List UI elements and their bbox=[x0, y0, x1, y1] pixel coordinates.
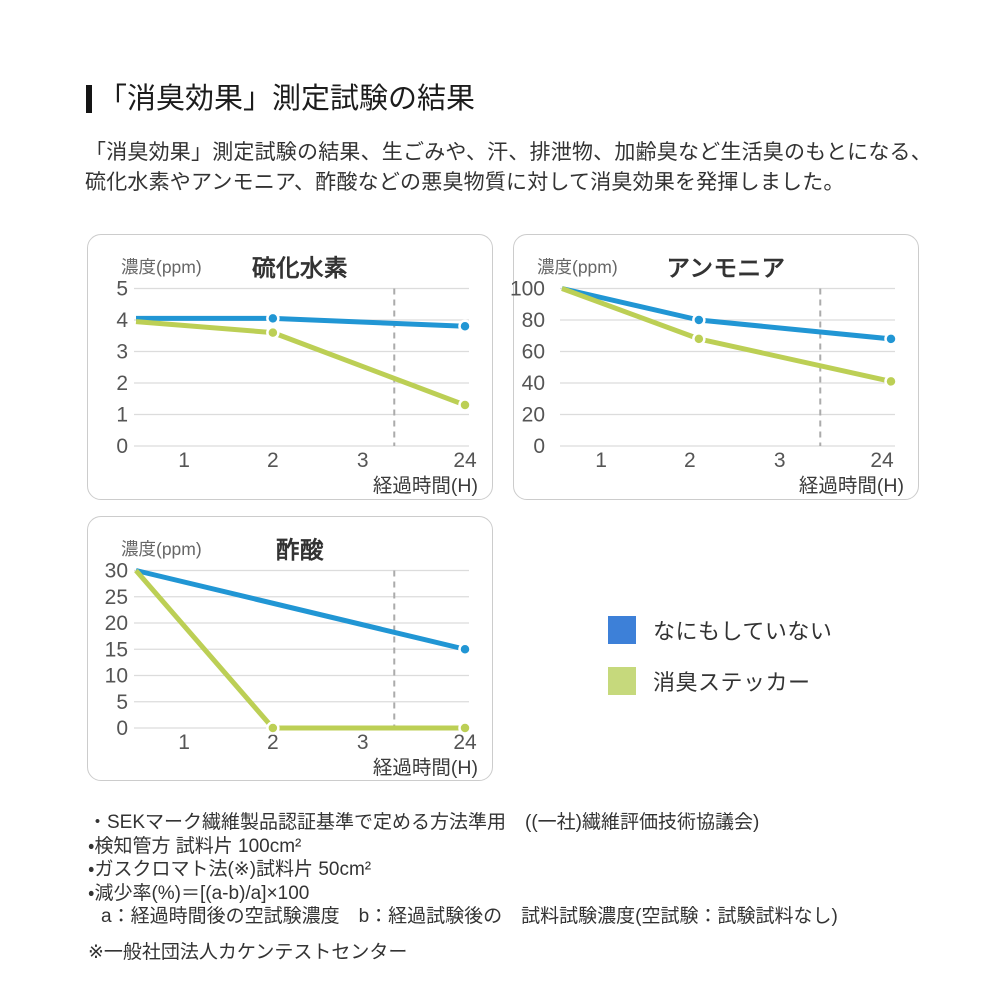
series-line-untreated bbox=[135, 568, 466, 652]
y-axis-unit-label: 濃度(ppm) bbox=[121, 257, 202, 277]
x-tick-label-1: 1 bbox=[595, 449, 607, 472]
chart-card-hydrogen-sulfide: 濃度(ppm) 硫化水素 0 1 2 3 4 5 1 2 3 24 経過時間(H) bbox=[87, 234, 493, 500]
legend-item-untreated: なにもしていない bbox=[608, 616, 832, 644]
series-line-sticker bbox=[135, 319, 466, 408]
data-point-untreated-24h bbox=[458, 642, 472, 656]
lead-line-2: 硫化水素やアンモニア、酢酸などの悪臭物質に対して消臭効果を発揮しました。 bbox=[85, 170, 845, 194]
line-chart-acetic-acid: 0 5 10 15 20 25 30 1 2 3 24 bbox=[105, 560, 477, 755]
test-center-note: ※一般社団法人カケンテストセンター bbox=[88, 942, 408, 963]
x-tick-label-1: 1 bbox=[178, 731, 190, 754]
line-chart-ammonia: 0 20 40 60 80 100 1 2 3 24 bbox=[510, 278, 898, 472]
y-tick-label-2: 2 bbox=[116, 372, 128, 395]
footnotes: ・SEKマーク繊維製品認証基準で定める方法準用 ((一社)繊維評価技術協議会) … bbox=[88, 811, 838, 929]
x-tick-label-3: 3 bbox=[357, 449, 369, 472]
x-tick-label-1: 1 bbox=[178, 449, 190, 472]
x-tick-label-24: 24 bbox=[453, 731, 477, 754]
y-tick-label-40: 40 bbox=[522, 372, 545, 395]
data-point-sticker-2h bbox=[266, 325, 280, 340]
y-tick-label-3: 3 bbox=[116, 341, 128, 364]
legend-label-untreated: なにもしていない bbox=[653, 619, 833, 644]
title-accent-bar bbox=[86, 85, 92, 113]
x-tick-label-24: 24 bbox=[870, 449, 894, 472]
series-line-untreated bbox=[561, 286, 892, 342]
y-tick-label-20: 20 bbox=[105, 612, 128, 635]
data-point-sticker-24h bbox=[458, 721, 472, 735]
y-tick-label-60: 60 bbox=[522, 341, 545, 364]
y-axis-unit-label: 濃度(ppm) bbox=[537, 257, 618, 277]
x-tick-label-2: 2 bbox=[684, 449, 696, 472]
legend-swatch-blue bbox=[608, 616, 636, 644]
lead-line-1: 「消臭効果」測定試験の結果、生ごみや、汗、排泄物、加齢臭など生活臭のもとになる、 bbox=[85, 141, 932, 164]
line-chart-hydrogen-sulfide: 0 1 2 3 4 5 1 2 3 24 bbox=[116, 278, 477, 473]
data-point-sticker-24h bbox=[884, 374, 898, 389]
y-tick-label-0: 0 bbox=[116, 717, 128, 740]
chart-title-acetic-acid: 酢酸 bbox=[276, 537, 324, 563]
y-tick-label-0: 0 bbox=[533, 435, 545, 458]
data-point-sticker-24h bbox=[458, 398, 472, 412]
y-tick-label-15: 15 bbox=[105, 638, 128, 661]
y-axis-unit-label: 濃度(ppm) bbox=[121, 539, 202, 559]
data-point-untreated-24h bbox=[458, 319, 472, 334]
y-tick-label-80: 80 bbox=[522, 309, 545, 332]
x-axis-label: 経過時間(H) bbox=[372, 757, 478, 779]
y-tick-label-10: 10 bbox=[105, 665, 128, 688]
y-tick-label-4: 4 bbox=[116, 309, 128, 332]
footnote-reduction-rate: ・減少率(%)＝[(a-b)/a]×100 bbox=[88, 882, 310, 904]
x-tick-label-3: 3 bbox=[774, 449, 786, 472]
y-tick-label-0: 0 bbox=[116, 435, 128, 458]
x-tick-label-2: 2 bbox=[267, 731, 279, 754]
y-tick-label-20: 20 bbox=[522, 404, 545, 427]
y-tick-label-25: 25 bbox=[105, 586, 128, 609]
y-tick-label-5: 5 bbox=[116, 278, 128, 301]
data-point-sticker-2h bbox=[266, 721, 280, 735]
x-axis-label: 経過時間(H) bbox=[372, 475, 478, 497]
x-tick-label-2: 2 bbox=[267, 449, 279, 472]
lead-paragraph: 「消臭効果」測定試験の結果、生ごみや、汗、排泄物、加齢臭など生活臭のもとになる、… bbox=[85, 138, 932, 197]
chart-card-acetic-acid: 濃度(ppm) 酢酸 0 5 10 15 20 25 30 1 2 3 24 経過時間(H) bbox=[87, 516, 493, 781]
legend-item-sticker: 消臭ステッカー bbox=[608, 667, 832, 695]
y-tick-label-30: 30 bbox=[105, 560, 128, 583]
footnote-variable-definitions: a：経過時間後の空試験濃度 b：経過試験後の 試料試験濃度(空試験：試験試料なし… bbox=[101, 906, 838, 927]
chart-title-hydrogen-sulfide: 硫化水素 bbox=[252, 255, 348, 281]
footnote-gas-chromatography: ・ガスクロマト法(※)試料片 50cm² bbox=[88, 859, 372, 880]
chart-card-ammonia: 濃度(ppm) アンモニア 0 20 40 60 80 100 1 2 3 24 経過時間(H) bbox=[510, 234, 919, 500]
legend-label-sticker: 消臭ステッカー bbox=[653, 670, 811, 695]
chart-title-ammonia: アンモニア bbox=[666, 255, 786, 281]
data-point-untreated-2h bbox=[692, 313, 706, 327]
footnote-detector-tube: ・検知管方 試料片 100cm² bbox=[88, 835, 302, 857]
legend-swatch-green bbox=[608, 667, 636, 695]
x-axis-label: 経過時間(H) bbox=[798, 475, 904, 497]
footnote-method: ・SEKマーク繊維製品認証基準で定める方法準用 ((一社)繊維評価技術協議会) bbox=[88, 812, 760, 833]
x-tick-label-3: 3 bbox=[357, 731, 369, 754]
y-tick-label-5: 5 bbox=[116, 691, 128, 714]
y-tick-label-1: 1 bbox=[116, 404, 128, 427]
data-point-untreated-24h bbox=[884, 332, 898, 346]
data-point-untreated-2h bbox=[266, 311, 280, 326]
x-tick-label-24: 24 bbox=[453, 449, 477, 472]
page-title-row: 「消臭効果」測定試験の結果 bbox=[86, 84, 475, 114]
y-tick-label-100: 100 bbox=[510, 278, 545, 301]
chart-legend: なにもしていない 消臭ステッカー bbox=[608, 616, 832, 718]
page-title: 「消臭効果」測定試験の結果 bbox=[98, 83, 476, 115]
data-point-sticker-2h bbox=[692, 332, 706, 346]
